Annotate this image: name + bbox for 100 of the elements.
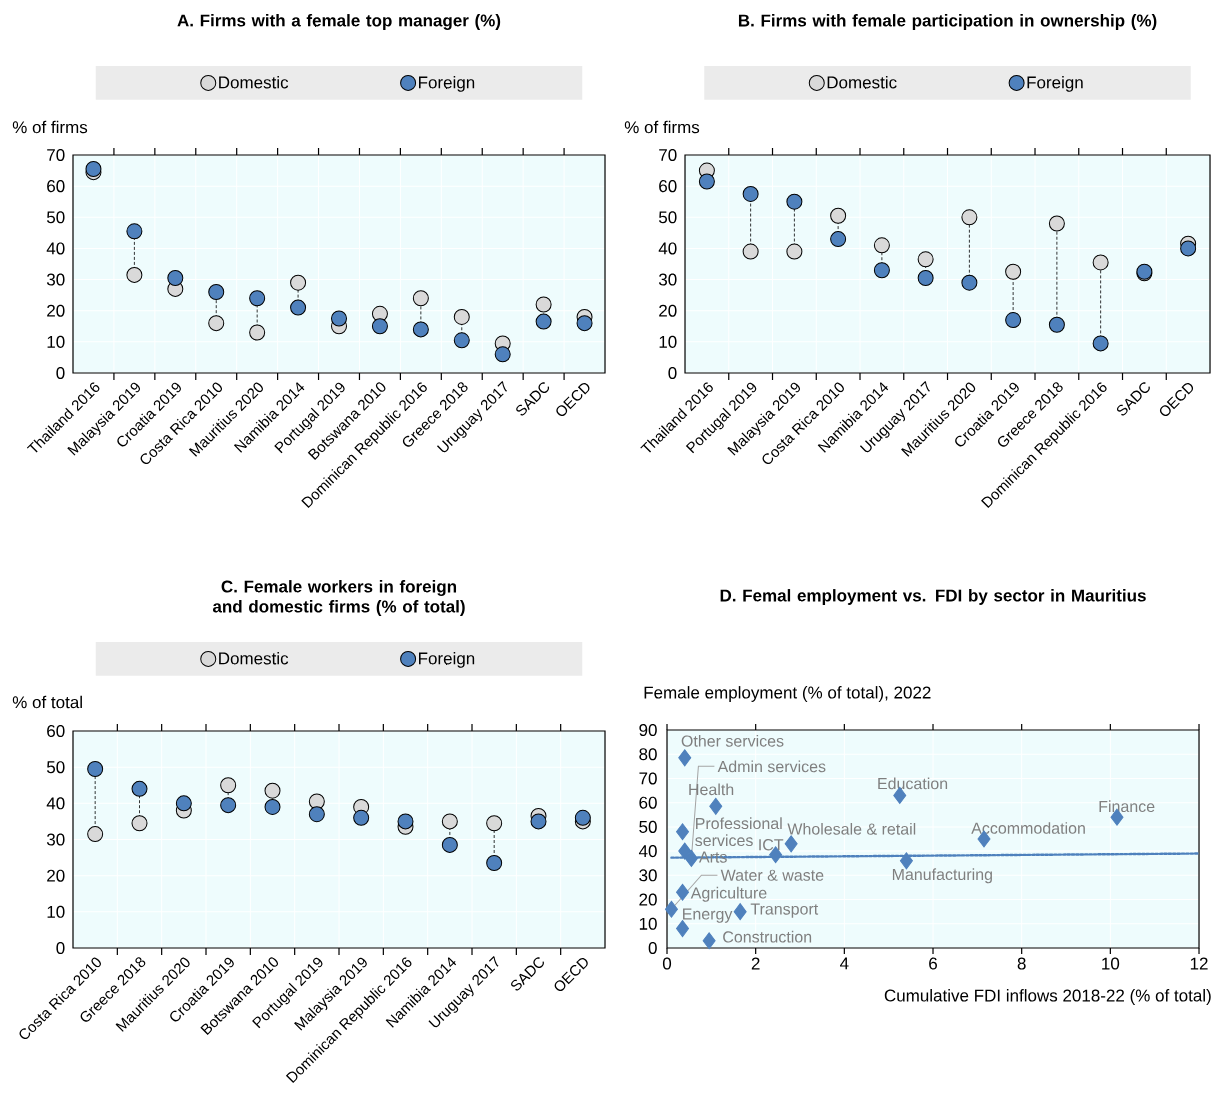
point (1048, 316, 1065, 333)
y-tick-label: 10 (47, 335, 65, 348)
y-tick-label: 30 (639, 869, 657, 882)
y-tick-label: 30 (658, 273, 677, 286)
chart-title: D. Femal employment vs. FDI by sector in Mauritius (720, 589, 1146, 605)
legend-label: Foreign (419, 75, 475, 92)
x-tick-label: 12 (1190, 957, 1208, 970)
point (1005, 263, 1022, 280)
point (87, 826, 104, 843)
y-tick-label: 80 (639, 748, 657, 761)
point (530, 813, 547, 830)
x-tick-label: 4 (840, 957, 849, 970)
annotation: Admin services (717, 760, 826, 773)
point (676, 823, 690, 841)
annotation: Other services (681, 734, 784, 747)
point (412, 321, 429, 338)
y-axis-title: % of firms (624, 120, 700, 134)
y-tick-label: 0 (648, 941, 657, 955)
point (167, 270, 184, 287)
point (676, 883, 690, 901)
y-tick-label: 40 (638, 845, 657, 858)
annotation: Wholesale & retail (787, 822, 916, 835)
x-axis-title: Cumulative FDI inflows 2018-22 (% of total) (884, 989, 1211, 1005)
x-tick-label: 10 (1102, 957, 1120, 970)
y-axis-title: Female employment (% of total), 2022 (644, 686, 931, 702)
y-tick-label: 40 (46, 797, 65, 810)
y-tick-label: 20 (47, 869, 65, 882)
point (353, 809, 370, 826)
point (830, 231, 847, 248)
point (290, 299, 307, 316)
point (87, 760, 104, 777)
y-tick-label: 30 (46, 833, 65, 846)
point (1048, 215, 1065, 232)
point (249, 290, 266, 307)
y-tick-label: 50 (658, 211, 677, 224)
point (126, 223, 143, 240)
point (1092, 335, 1109, 352)
point (371, 318, 388, 335)
y-axis-title: % of total (12, 695, 82, 709)
point (308, 806, 325, 823)
point (131, 780, 148, 797)
y-tick-label: 70 (659, 148, 677, 162)
y-tick-label: 50 (46, 761, 65, 774)
point (535, 296, 552, 313)
point (698, 173, 715, 190)
annotation: Accommodation (971, 822, 1085, 834)
point (441, 813, 458, 830)
chart-title: C. Female workers in foreign and domestic firms (% of total) (212, 580, 465, 616)
point (131, 815, 148, 832)
y-tick-label: 30 (46, 273, 65, 286)
annotation: Construction (723, 930, 812, 943)
y-tick-label: 90 (639, 723, 657, 737)
point (873, 237, 890, 254)
point (412, 290, 429, 307)
annotation: Finance (1099, 800, 1155, 813)
point (1092, 254, 1109, 271)
y-tick-label: 50 (46, 211, 65, 224)
point (873, 262, 890, 279)
point (961, 209, 978, 226)
x-tick-label: 2 (751, 957, 760, 970)
y-tick-label: 70 (639, 772, 657, 785)
y-tick-label: 10 (639, 917, 657, 930)
annotation: Transport (750, 903, 819, 918)
point (702, 932, 716, 950)
point (786, 193, 803, 210)
y-tick-label: 20 (659, 304, 677, 317)
y-tick-label: 40 (46, 242, 65, 255)
y-tick-label: 0 (668, 366, 677, 380)
annotation: Education (878, 777, 948, 790)
point (308, 793, 325, 810)
y-tick-label: 20 (47, 304, 65, 317)
y-tick-label: 60 (659, 180, 677, 193)
y-tick-label: 70 (47, 148, 65, 162)
point (678, 842, 692, 860)
annotation: ICT (759, 839, 784, 851)
point (264, 782, 281, 799)
chart-title: B. Firms with female participation in ownership (%) (738, 14, 1157, 30)
point (1180, 240, 1197, 257)
point (742, 185, 759, 202)
legend-label: Foreign (419, 651, 475, 668)
point (678, 749, 692, 767)
annotation: Water & waste (720, 869, 824, 881)
y-tick-label: 20 (639, 893, 657, 906)
point (494, 346, 511, 363)
point (574, 809, 591, 826)
point (535, 313, 552, 330)
legend-label: Domestic (219, 75, 289, 89)
legend-label: Domestic (827, 75, 897, 89)
point (453, 308, 470, 325)
point (220, 777, 237, 794)
point (331, 310, 348, 327)
chart-title: A. Firms with a female top manager (%) (177, 14, 501, 30)
x-tick-label: 8 (1017, 957, 1026, 970)
point (208, 284, 225, 301)
point (264, 798, 281, 815)
point (917, 270, 934, 287)
point (486, 815, 503, 832)
annotation: Health (689, 783, 734, 796)
point (208, 315, 225, 332)
point (709, 797, 723, 815)
